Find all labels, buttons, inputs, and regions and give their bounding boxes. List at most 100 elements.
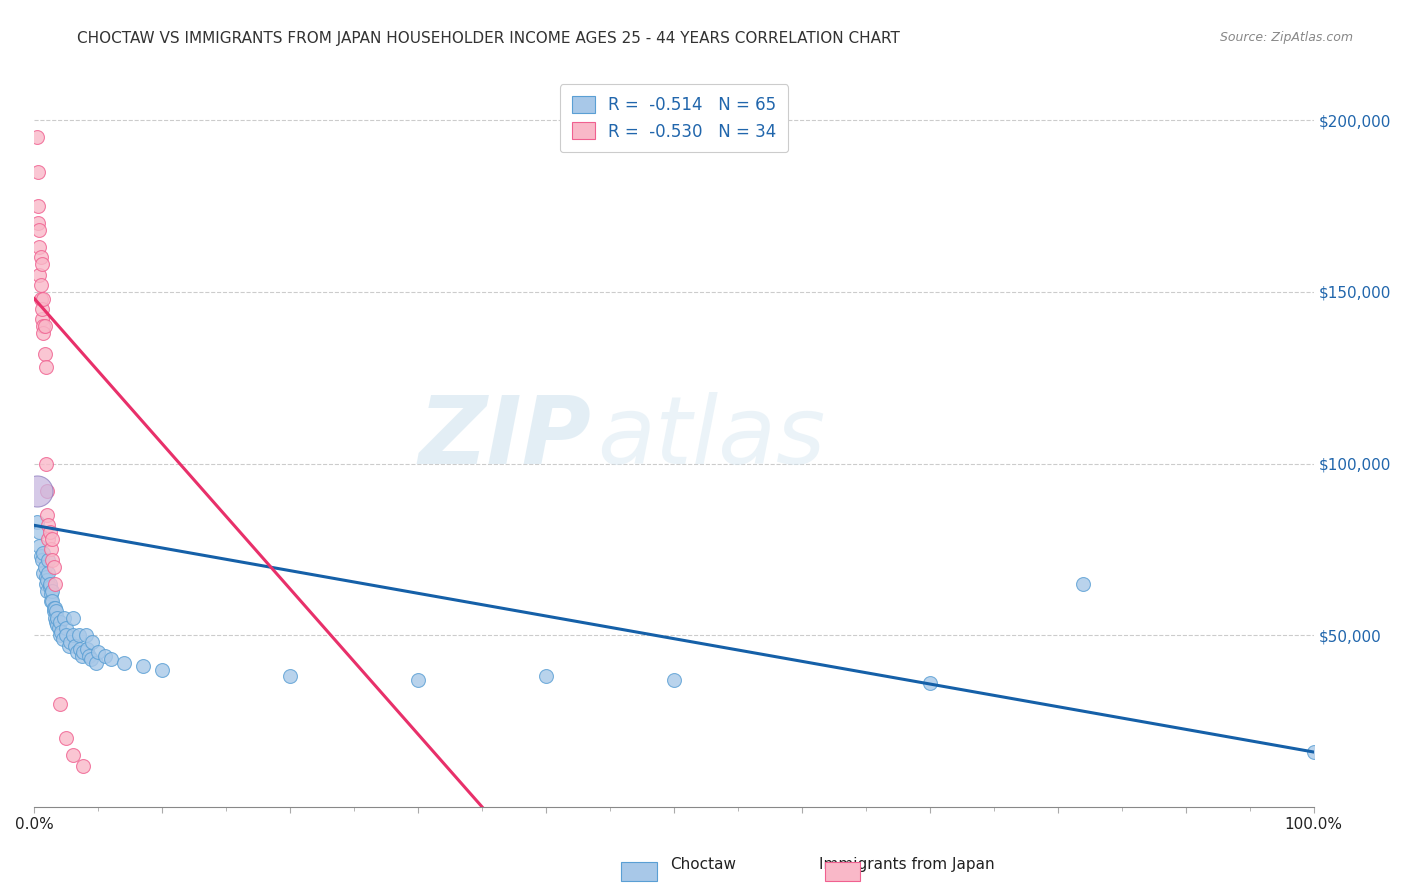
Text: ZIP: ZIP bbox=[418, 392, 591, 483]
Point bbox=[42, 559, 65, 574]
Point bbox=[39, 594, 62, 608]
Point bbox=[72, 645, 94, 659]
Point bbox=[62, 748, 84, 763]
Point bbox=[49, 697, 72, 711]
Point bbox=[150, 663, 173, 677]
Point bbox=[278, 669, 301, 683]
Point bbox=[45, 615, 67, 629]
Legend: R =  -0.514   N = 65, R =  -0.530   N = 34: R = -0.514 N = 65, R = -0.530 N = 34 bbox=[560, 84, 789, 153]
Point bbox=[55, 628, 77, 642]
Point bbox=[132, 659, 155, 673]
Point bbox=[75, 628, 97, 642]
Point bbox=[37, 583, 59, 598]
Point bbox=[30, 549, 52, 564]
Point bbox=[42, 604, 65, 618]
Point bbox=[31, 301, 53, 316]
Point bbox=[67, 628, 90, 642]
Point bbox=[55, 621, 77, 635]
Point bbox=[49, 615, 72, 629]
Text: Source: ZipAtlas.com: Source: ZipAtlas.com bbox=[1219, 31, 1353, 45]
Point bbox=[34, 346, 56, 360]
Point bbox=[87, 645, 110, 659]
Point bbox=[37, 518, 59, 533]
Point bbox=[41, 532, 63, 546]
Point bbox=[534, 669, 557, 683]
Point bbox=[28, 223, 51, 237]
Point bbox=[112, 656, 135, 670]
Point bbox=[28, 240, 51, 254]
Point bbox=[918, 676, 941, 690]
Point bbox=[76, 642, 98, 657]
Point bbox=[59, 635, 82, 649]
Point bbox=[27, 199, 49, 213]
Text: CHOCTAW VS IMMIGRANTS FROM JAPAN HOUSEHOLDER INCOME AGES 25 - 44 YEARS CORRELATI: CHOCTAW VS IMMIGRANTS FROM JAPAN HOUSEHO… bbox=[77, 31, 900, 46]
Point bbox=[31, 312, 53, 326]
Point bbox=[70, 648, 93, 663]
Point bbox=[25, 515, 48, 529]
Point bbox=[41, 594, 63, 608]
Point bbox=[25, 130, 48, 145]
Point bbox=[65, 639, 87, 653]
Text: Immigrants from Japan: Immigrants from Japan bbox=[820, 857, 994, 872]
Point bbox=[30, 251, 52, 265]
Point bbox=[45, 604, 67, 618]
Point bbox=[38, 580, 60, 594]
Point bbox=[72, 758, 94, 772]
Point bbox=[406, 673, 429, 687]
Point bbox=[37, 574, 59, 588]
Point bbox=[48, 621, 70, 635]
Point bbox=[100, 652, 122, 666]
Text: atlas: atlas bbox=[598, 392, 825, 483]
Point bbox=[62, 611, 84, 625]
Point bbox=[42, 600, 65, 615]
Point bbox=[51, 632, 73, 646]
Point bbox=[34, 319, 56, 334]
Point bbox=[79, 652, 101, 666]
Point bbox=[35, 576, 58, 591]
Point bbox=[44, 576, 66, 591]
Point bbox=[37, 566, 59, 581]
Point bbox=[37, 552, 59, 566]
Point bbox=[1302, 745, 1324, 759]
Point bbox=[1073, 576, 1095, 591]
Point bbox=[30, 292, 52, 306]
Point bbox=[51, 624, 73, 639]
Point bbox=[38, 525, 60, 540]
Text: Choctaw: Choctaw bbox=[671, 857, 735, 872]
Point bbox=[39, 587, 62, 601]
Point bbox=[31, 552, 53, 566]
Point bbox=[27, 164, 49, 178]
Point bbox=[28, 539, 51, 553]
Point bbox=[58, 639, 80, 653]
Point bbox=[49, 628, 72, 642]
Point bbox=[28, 268, 51, 282]
Point bbox=[31, 257, 53, 271]
Point bbox=[65, 645, 87, 659]
Point bbox=[55, 731, 77, 746]
Point bbox=[34, 559, 56, 574]
Point bbox=[79, 648, 101, 663]
Point bbox=[46, 618, 69, 632]
Point bbox=[662, 673, 685, 687]
Point bbox=[37, 532, 59, 546]
Point bbox=[41, 583, 63, 598]
Point bbox=[37, 508, 59, 522]
Point bbox=[41, 552, 63, 566]
Point bbox=[93, 648, 115, 663]
Point bbox=[38, 576, 60, 591]
Point bbox=[27, 216, 49, 230]
Point bbox=[35, 570, 58, 584]
Point bbox=[30, 277, 52, 292]
Point bbox=[32, 319, 55, 334]
Point bbox=[32, 292, 55, 306]
Point bbox=[46, 611, 69, 625]
Point bbox=[28, 525, 51, 540]
Point bbox=[32, 546, 55, 560]
Point bbox=[35, 457, 58, 471]
Point bbox=[32, 566, 55, 581]
Point bbox=[69, 642, 91, 657]
Point bbox=[44, 611, 66, 625]
Point bbox=[80, 635, 103, 649]
Point bbox=[44, 600, 66, 615]
Point bbox=[52, 611, 75, 625]
